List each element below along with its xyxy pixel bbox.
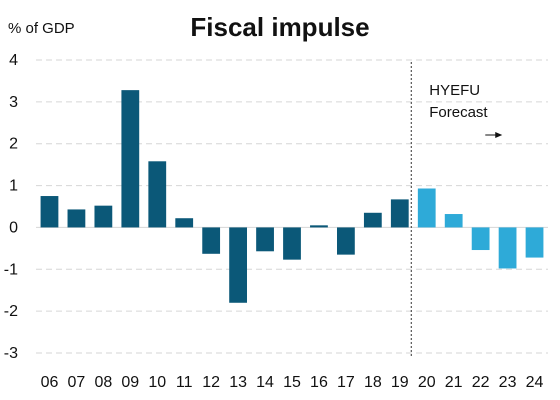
x-tick-label: 14: [256, 374, 274, 391]
x-tick-label: 07: [68, 374, 86, 391]
bar-24: [525, 227, 544, 258]
x-tick-label: 23: [499, 374, 517, 391]
x-tick-label: 20: [418, 374, 436, 391]
y-tick-label: 0: [9, 219, 18, 236]
x-tick-label: 12: [202, 374, 220, 391]
x-tick-label: 11: [176, 374, 193, 391]
y-tick-label: -2: [4, 303, 18, 320]
bar-09: [121, 90, 140, 228]
bar-11: [175, 218, 194, 228]
bar-23: [498, 227, 517, 269]
x-tick-label: 15: [283, 374, 301, 391]
x-tick-label: 24: [526, 374, 544, 391]
x-tick-label: 17: [337, 374, 355, 391]
x-tick-label: 09: [121, 374, 139, 391]
x-tick-label: 21: [445, 374, 463, 391]
bar-15: [283, 227, 301, 260]
y-axis-label: % of GDP: [8, 20, 75, 37]
bar-19: [390, 199, 409, 228]
bar-13: [229, 227, 247, 303]
bar-08: [94, 205, 113, 228]
y-tick-label: 4: [9, 52, 18, 69]
y-tick-label: 3: [9, 94, 18, 111]
bar-07: [67, 209, 86, 228]
x-tick-label: 19: [391, 374, 409, 391]
y-tick-label: -3: [4, 345, 18, 362]
x-tick-labels: 06 07 08 09 10 11 12 13 14 15 16 17 18 19 20 21 22 23 24: [41, 374, 544, 391]
x-tick-label: 06: [41, 374, 59, 391]
bar-18: [363, 212, 382, 228]
bar-16: [310, 225, 328, 228]
bar-06: [40, 196, 59, 228]
bar-14: [256, 227, 274, 252]
forecast-arrowhead: [495, 132, 503, 138]
chart-title: Fiscal impulse: [190, 12, 370, 42]
y-tick-label: 2: [9, 136, 18, 153]
annotation-hyefu: HYEFU: [429, 82, 480, 99]
bar-22: [471, 227, 490, 251]
gridlines: [36, 59, 548, 354]
bar-21: [444, 214, 463, 228]
bar-12: [202, 227, 221, 254]
y-tick-label: -1: [4, 261, 18, 278]
bars: [40, 90, 544, 303]
x-tick-label: 10: [148, 374, 166, 391]
x-tick-label: 22: [472, 374, 490, 391]
x-tick-label: 08: [94, 374, 112, 391]
x-tick-label: 13: [229, 374, 247, 391]
x-tick-label: 16: [310, 374, 328, 391]
x-tick-label: 18: [364, 374, 382, 391]
bar-20: [417, 188, 436, 228]
y-tick-label: 1: [9, 178, 18, 195]
annotation-forecast: Forecast: [429, 104, 488, 121]
bar-17: [337, 227, 355, 255]
y-tick-labels: -3 -2 -1 0 1 2 3 4: [4, 52, 18, 362]
bar-10: [148, 161, 167, 228]
